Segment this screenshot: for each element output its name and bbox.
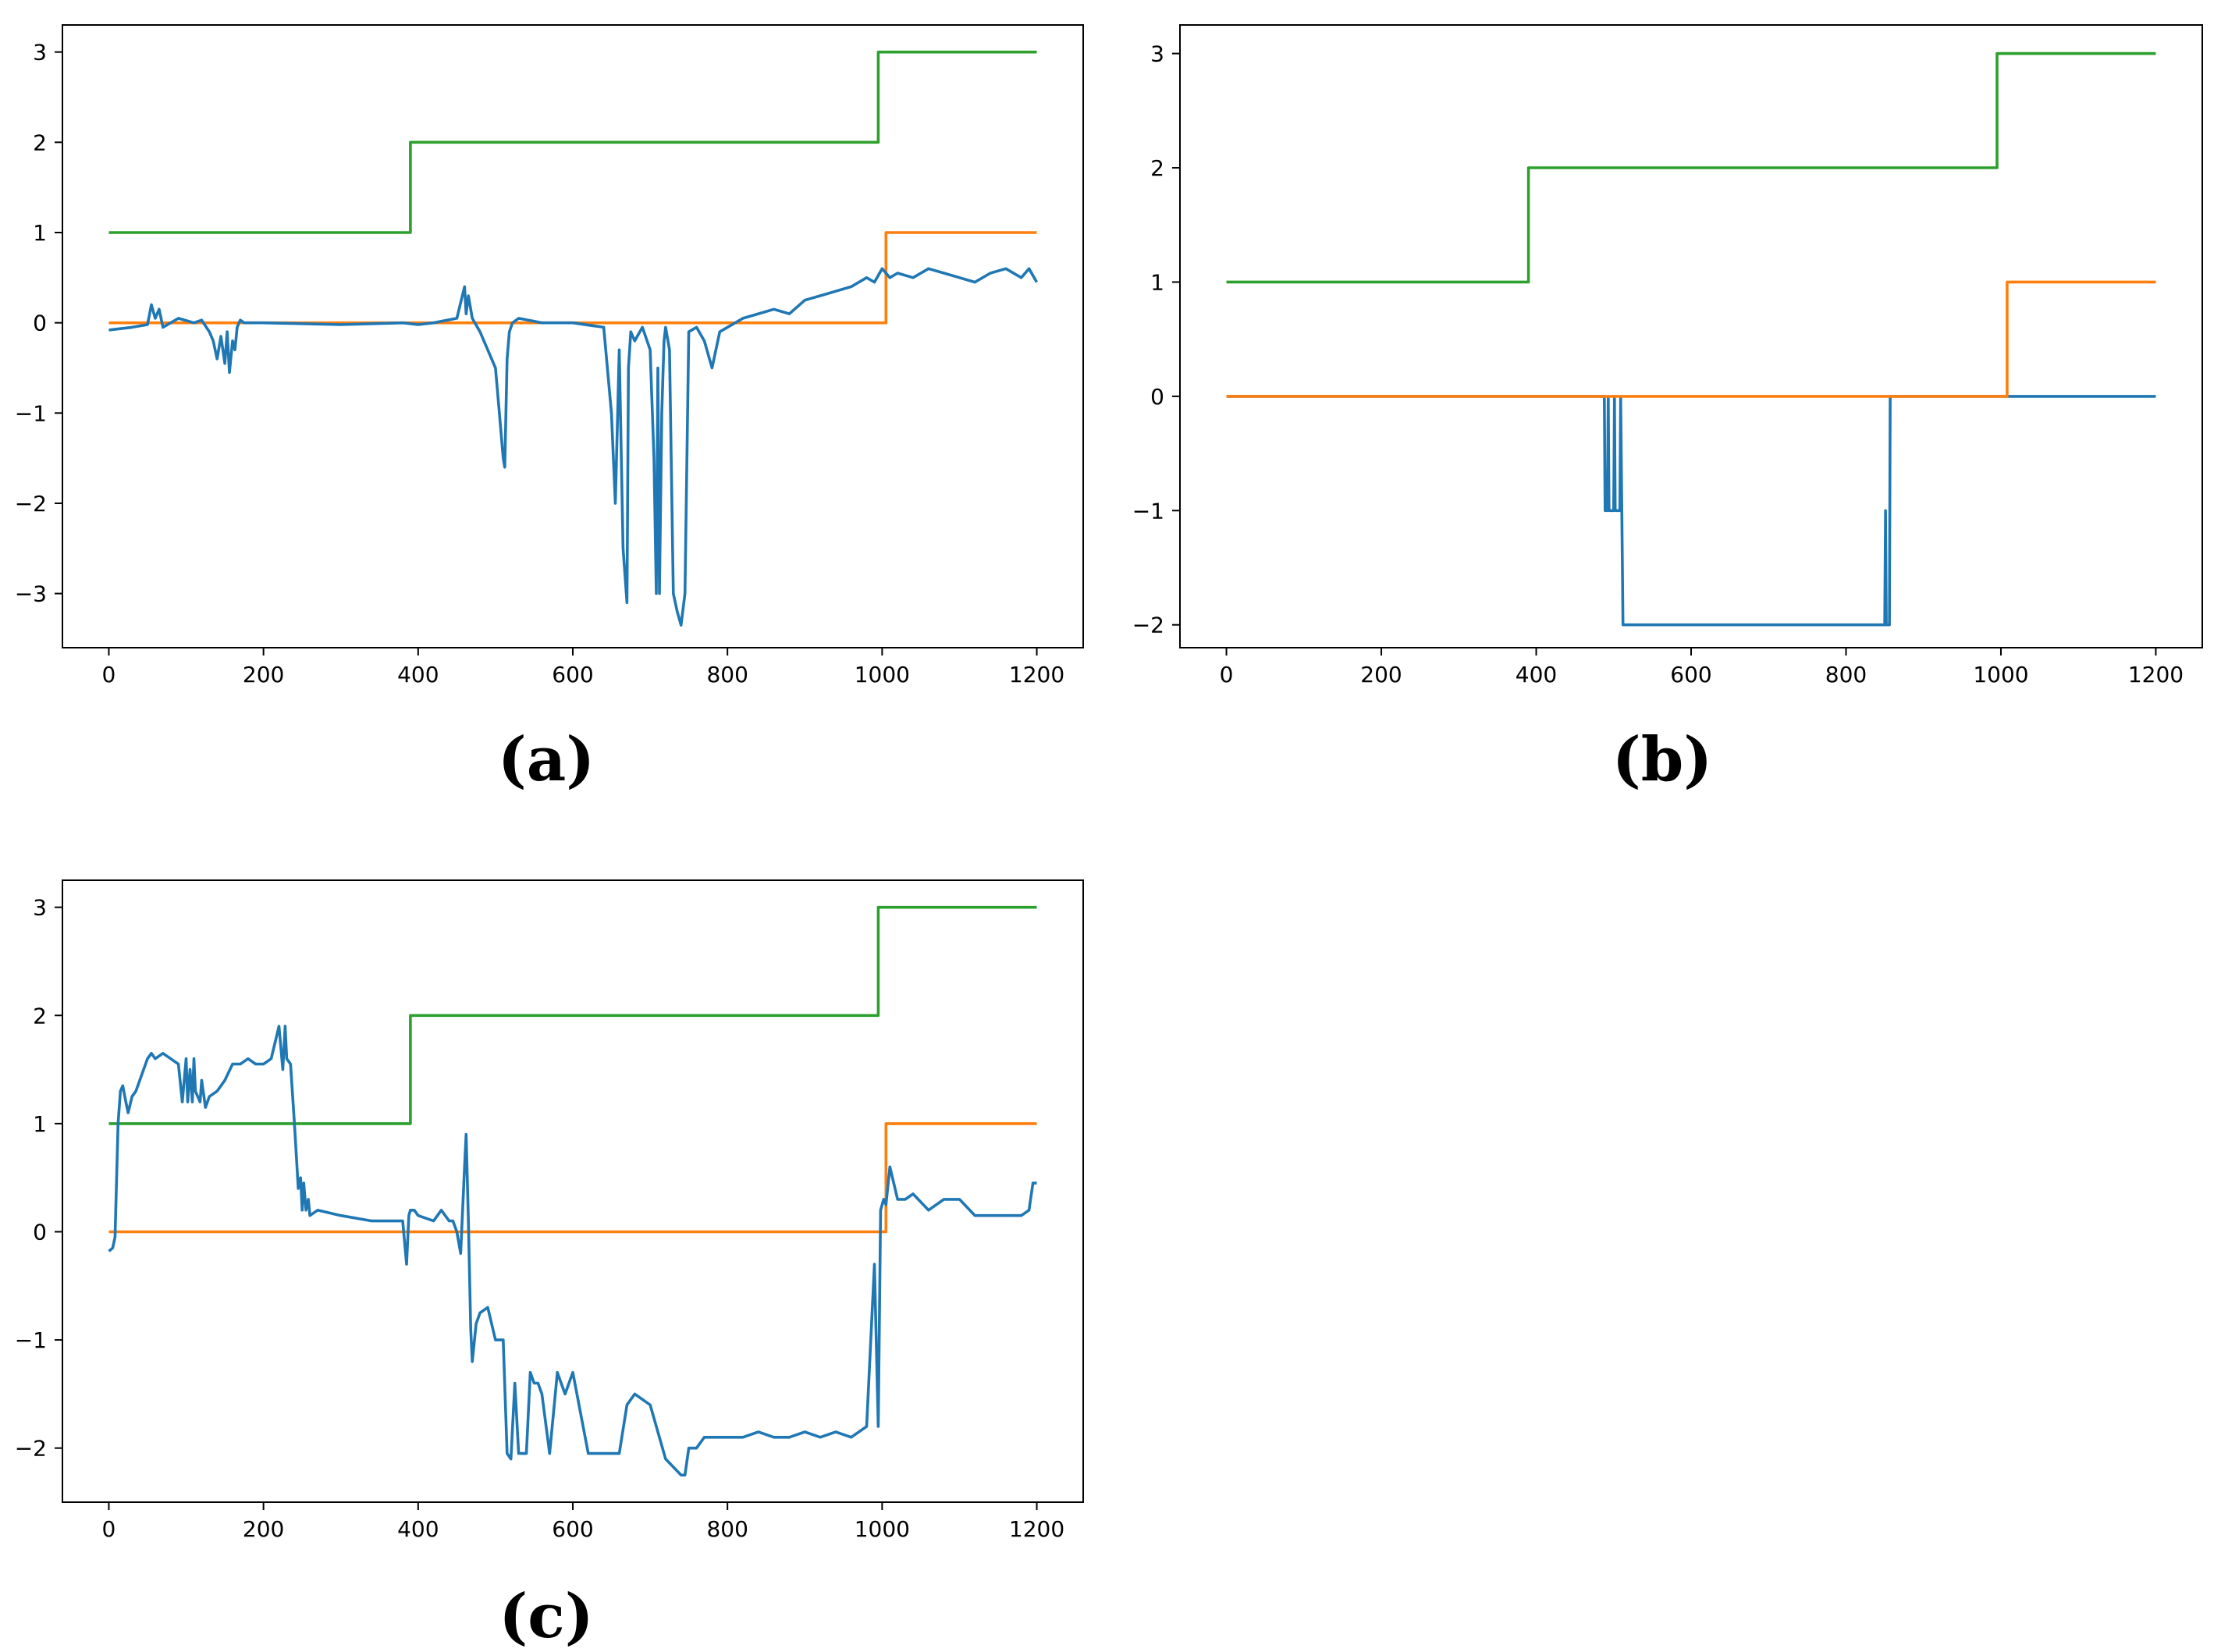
panel-a-y-tick-label: −1 — [15, 400, 47, 426]
panel-c-x-tick-label: 400 — [397, 1516, 439, 1542]
panel-a-y-tick-label: 3 — [33, 40, 47, 66]
panel-b: 0 200 400 600 800 1000 1200 −2 −1 0 1 2 3 (b) — [1132, 24, 2203, 795]
panel-a-x-tick-label: 400 — [397, 662, 439, 687]
panel-b-series-green-line — [1226, 52, 2156, 284]
panel-c: 0 200 400 600 800 1000 1200 −2 −1 0 1 2 3 (c) — [15, 879, 1084, 1652]
panel-a-x-tick-label: 1000 — [855, 662, 910, 687]
panel-b-x-tick-label: 800 — [1825, 662, 1867, 687]
panel-c-y-tick-label: −2 — [15, 1436, 47, 1462]
panel-a-x-tick-label: 800 — [706, 662, 748, 687]
panel-c-x-tick-label: 600 — [552, 1516, 593, 1542]
panel-a-y-tick-label: 2 — [33, 130, 47, 155]
panel-c-series-green-line — [108, 905, 1037, 1125]
panel-a-y-tick-label: −2 — [15, 491, 47, 517]
panel-a-y-tick-label: 1 — [33, 220, 47, 246]
panel-a-series-green-line — [108, 50, 1037, 234]
panel-b-axes-frame — [1179, 24, 2203, 648]
panel-c-label: (c) — [499, 1581, 593, 1652]
panel-b-x-tick-label: 1200 — [2128, 662, 2184, 687]
panel-c-x-tick-label: 800 — [706, 1516, 748, 1542]
panel-c-x-tick-label: 0 — [102, 1516, 116, 1542]
panel-b-x-tick-label: 1000 — [1973, 662, 2028, 687]
panel-c-x-tick-label: 1000 — [855, 1516, 910, 1542]
panel-a-x-tick-label: 1200 — [1009, 662, 1064, 687]
panel-a-series-blue-line — [108, 267, 1039, 627]
panel-a-x-tick-label: 200 — [243, 662, 284, 687]
panel-a-y-tick-label: −3 — [15, 581, 47, 607]
panel-b-series-orange-line — [1226, 280, 2156, 398]
panel-a-x-tick-label: 0 — [102, 662, 116, 687]
panel-b-y-tick-label: 3 — [1150, 41, 1164, 67]
panel-c-series-orange-line — [108, 1122, 1037, 1234]
panel-b-x-tick-label: 0 — [1220, 662, 1234, 687]
panel-b-y-tick-label: 1 — [1150, 269, 1164, 295]
panel-c-y-tick-label: 2 — [33, 1003, 47, 1029]
panel-b-y-tick-label: 2 — [1150, 155, 1164, 181]
panel-a-x-tick-label: 600 — [552, 662, 593, 687]
panel-b-y-tick-label: −1 — [1132, 498, 1164, 524]
panel-a-axes-frame — [62, 24, 1084, 648]
panel-c-axes-frame — [62, 879, 1084, 1503]
panel-b-y-tick-label: −2 — [1132, 613, 1164, 638]
panel-b-series-blue-line — [1226, 395, 2156, 627]
panel-a-y-tick-label: 0 — [33, 311, 47, 336]
panel-a-series-orange-line — [108, 231, 1037, 325]
panel-a-label: (a) — [498, 724, 595, 795]
panel-b-x-tick-label: 600 — [1670, 662, 1711, 687]
panel-c-y-tick-label: −1 — [15, 1327, 47, 1353]
panel-b-x-tick-label: 400 — [1516, 662, 1557, 687]
panel-b-x-tick-label: 200 — [1360, 662, 1402, 687]
panel-c-y-tick-label: 0 — [33, 1219, 47, 1245]
panel-c-y-tick-label: 3 — [33, 895, 47, 921]
panel-a: 0 200 400 600 800 1000 1200 −3 −2 −1 0 1 2 3 (a) — [15, 24, 1084, 795]
panel-c-x-tick-label: 200 — [243, 1516, 284, 1542]
panel-c-y-tick-label: 1 — [33, 1111, 47, 1137]
panel-c-x-tick-label: 1200 — [1009, 1516, 1064, 1542]
panel-b-label: (b) — [1612, 724, 1712, 795]
panel-b-y-tick-label: 0 — [1150, 384, 1164, 410]
panel-c-series-blue-line — [108, 1025, 1037, 1477]
